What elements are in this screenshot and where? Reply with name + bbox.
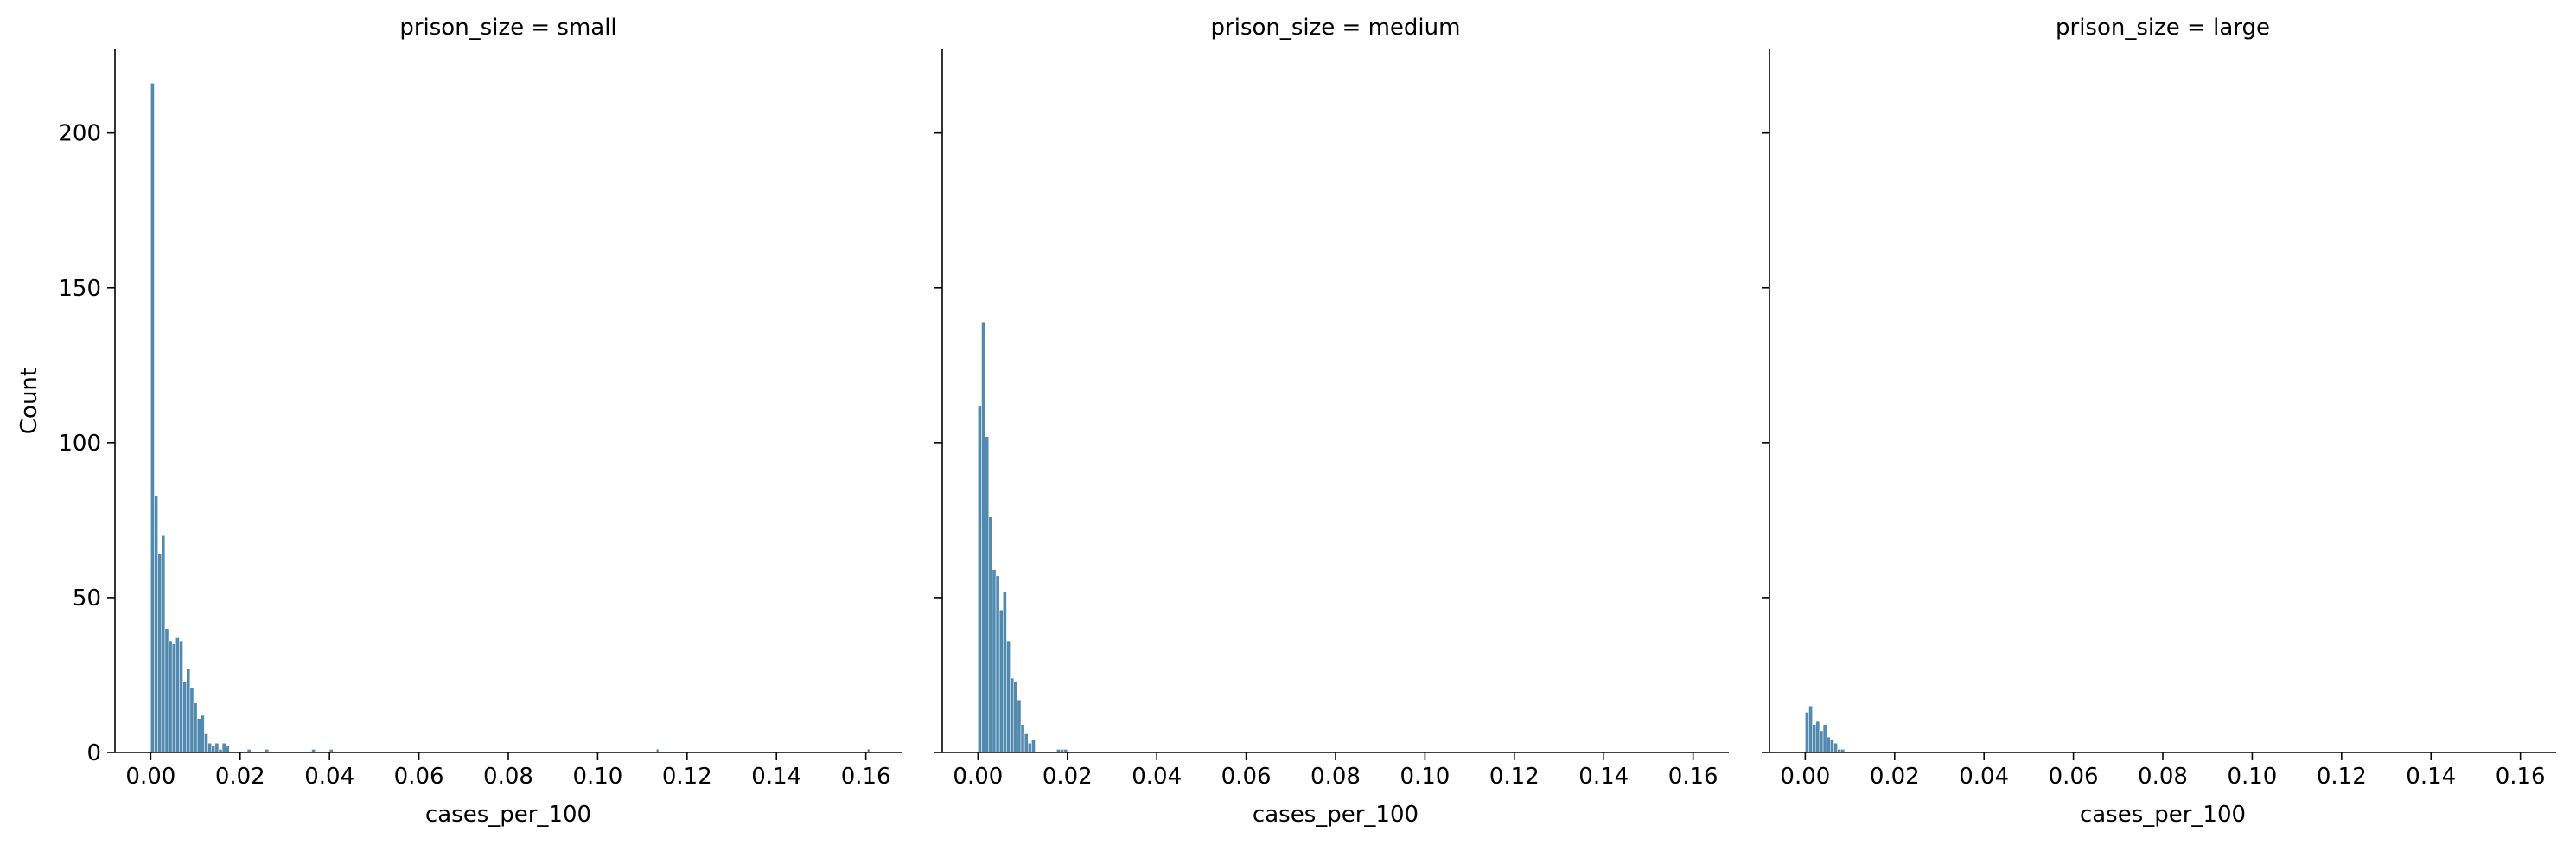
x-tick-label: 0.14	[2406, 764, 2456, 790]
x-tick-label: 0.08	[2138, 764, 2188, 790]
x-tick-label: 0.04	[1959, 764, 2009, 790]
x-tick-label: 0.16	[1668, 764, 1718, 790]
histogram-bar	[1826, 736, 1831, 753]
x-tick-label: 0.02	[1870, 764, 1920, 790]
histogram-bar	[150, 83, 155, 753]
histogram-bar	[214, 743, 220, 753]
histogram-bar	[1028, 743, 1032, 753]
x-tick-label: 0.12	[2317, 764, 2367, 790]
x-tick-label: 0.02	[215, 764, 265, 790]
x-tick-label: 0.10	[1400, 764, 1450, 790]
x-tick-label: 0.08	[1310, 764, 1361, 790]
histogram-bar	[995, 575, 1000, 753]
histogram-bar	[225, 746, 230, 753]
histogram-bar	[196, 718, 201, 753]
histogram-bar	[978, 405, 982, 753]
histogram-bar	[1031, 739, 1036, 753]
x-tick-label: 0.06	[2049, 764, 2099, 790]
histogram-bar	[1808, 706, 1813, 753]
x-axis-label: cases_per_100	[1253, 802, 1419, 828]
histogram-bar	[1830, 739, 1834, 753]
x-tick-label: 0.12	[662, 764, 712, 790]
histogram-bar	[1815, 720, 1820, 753]
x-tick-label: 0.16	[841, 764, 891, 790]
histogram-bar	[1023, 733, 1029, 753]
y-tick-label: 150	[58, 276, 101, 302]
histogram-bar	[161, 535, 166, 753]
x-tick-label: 0.06	[1221, 764, 1272, 790]
x-tick-label: 0.00	[1780, 764, 1830, 790]
histogram-bar	[998, 610, 1004, 753]
y-tick-label: 200	[58, 121, 101, 147]
histogram-bar	[1833, 743, 1838, 753]
histogram-bar	[186, 669, 191, 753]
histogram-bar	[221, 743, 226, 753]
facet-panel-2: 0.00 0.02 0.04 0.06 0.08 0.10 0.12 0.14 0.16 pris…	[934, 15, 1729, 828]
histogram-bar	[189, 687, 194, 753]
x-tick-label: 0.14	[751, 764, 801, 790]
x-tick-label: 0.10	[572, 764, 622, 790]
histogram-bar	[981, 321, 985, 753]
histogram-bar	[1805, 712, 1809, 753]
x-tick-label: 0.00	[125, 764, 175, 790]
histogram-bar	[1819, 730, 1824, 753]
facet-title: prison_size = small	[399, 15, 616, 41]
x-axis-label: cases_per_100	[2080, 802, 2246, 828]
histogram-bar	[175, 637, 180, 753]
histogram-bar	[164, 628, 169, 753]
x-tick-label: 0.06	[394, 764, 444, 790]
histogram-bar	[179, 640, 183, 753]
facet-panel-1: 0.00 0.02 0.04 0.06 0.08 0.10 0.12 0.14 0.16 0 50 1…	[16, 15, 902, 828]
histogram-bar	[867, 749, 870, 752]
x-tick-label: 0.14	[1578, 764, 1629, 790]
x-tick-label: 0.00	[953, 764, 1003, 790]
x-tick-label: 0.12	[1489, 764, 1540, 790]
y-tick-label: 50	[73, 586, 101, 611]
histogram-bar	[168, 640, 173, 753]
x-tick-label: 0.04	[304, 764, 354, 790]
facet-title: prison_size = medium	[1211, 15, 1461, 41]
histogram-bar	[1812, 724, 1817, 753]
histogram-bar	[988, 516, 993, 753]
x-tick-label: 0.02	[1043, 764, 1093, 790]
x-tick-label: 0.04	[1132, 764, 1182, 790]
histogram-bar	[157, 554, 163, 753]
histogram-bar	[656, 749, 659, 752]
histogram-bar	[171, 643, 176, 753]
histogram-bar	[154, 495, 158, 753]
histogram-bar	[992, 569, 997, 753]
x-axis-label: cases_per_100	[425, 802, 591, 828]
histogram-bar	[1013, 681, 1018, 753]
histogram-bar	[1017, 699, 1022, 753]
histogram-bar	[207, 743, 212, 753]
x-tick-label: 0.10	[2227, 764, 2277, 790]
x-tick-label: 0.08	[483, 764, 533, 790]
x-tick-label: 0.16	[2496, 764, 2546, 790]
facet-title: prison_size = large	[2056, 15, 2270, 41]
histogram-bar	[201, 714, 205, 753]
y-tick-label: 0	[86, 740, 101, 766]
histogram-bar	[1006, 640, 1011, 753]
histogram-bar	[1003, 591, 1007, 753]
histogram-bar	[204, 733, 208, 753]
histogram-bar	[1020, 724, 1025, 753]
histogram-bar	[1822, 724, 1827, 753]
histogram-bar	[193, 702, 198, 753]
histogram-bar	[985, 436, 990, 753]
y-axis-label: Count	[16, 368, 42, 434]
facet-panel-3: 0.00 0.02 0.04 0.06 0.08 0.10 0.12 0.14 0.16 pris…	[1762, 15, 2556, 828]
histogram-bar	[211, 746, 216, 753]
y-tick-label: 100	[58, 431, 101, 457]
histogram-bar	[182, 681, 187, 753]
histogram-bar	[1010, 677, 1014, 753]
